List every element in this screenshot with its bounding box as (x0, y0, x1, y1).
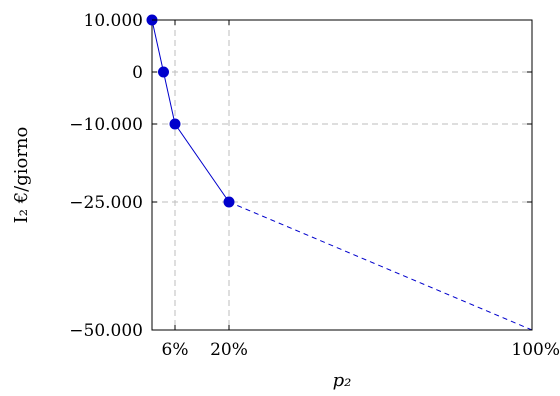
x-tick-label: 20% (210, 340, 248, 360)
y-tick-label: 0 (132, 63, 143, 83)
grid-lines (152, 20, 532, 330)
series-layer (146, 14, 533, 331)
y-tick-label: −50.000 (69, 321, 143, 341)
y-tick-label: −10.000 (69, 115, 143, 135)
data-line (151, 19, 230, 203)
x-tick-label: 6% (162, 340, 189, 360)
y-tick-label: 10.000 (84, 11, 143, 31)
tick-labels: 10.000 0 −10.000 −25.000 −50.000 6% 20% 100% (69, 11, 560, 360)
y-tick-label: −25.000 (69, 193, 143, 213)
x-axis-label: p₂ (333, 370, 352, 391)
dashed-extrapolation-line (228, 201, 533, 331)
x-tick-label: 100% (511, 340, 560, 360)
plot-frame (151, 19, 533, 331)
data-point (158, 66, 169, 78)
data-point (169, 118, 181, 130)
y-axis-label: I₂ €/giorno (11, 127, 32, 224)
